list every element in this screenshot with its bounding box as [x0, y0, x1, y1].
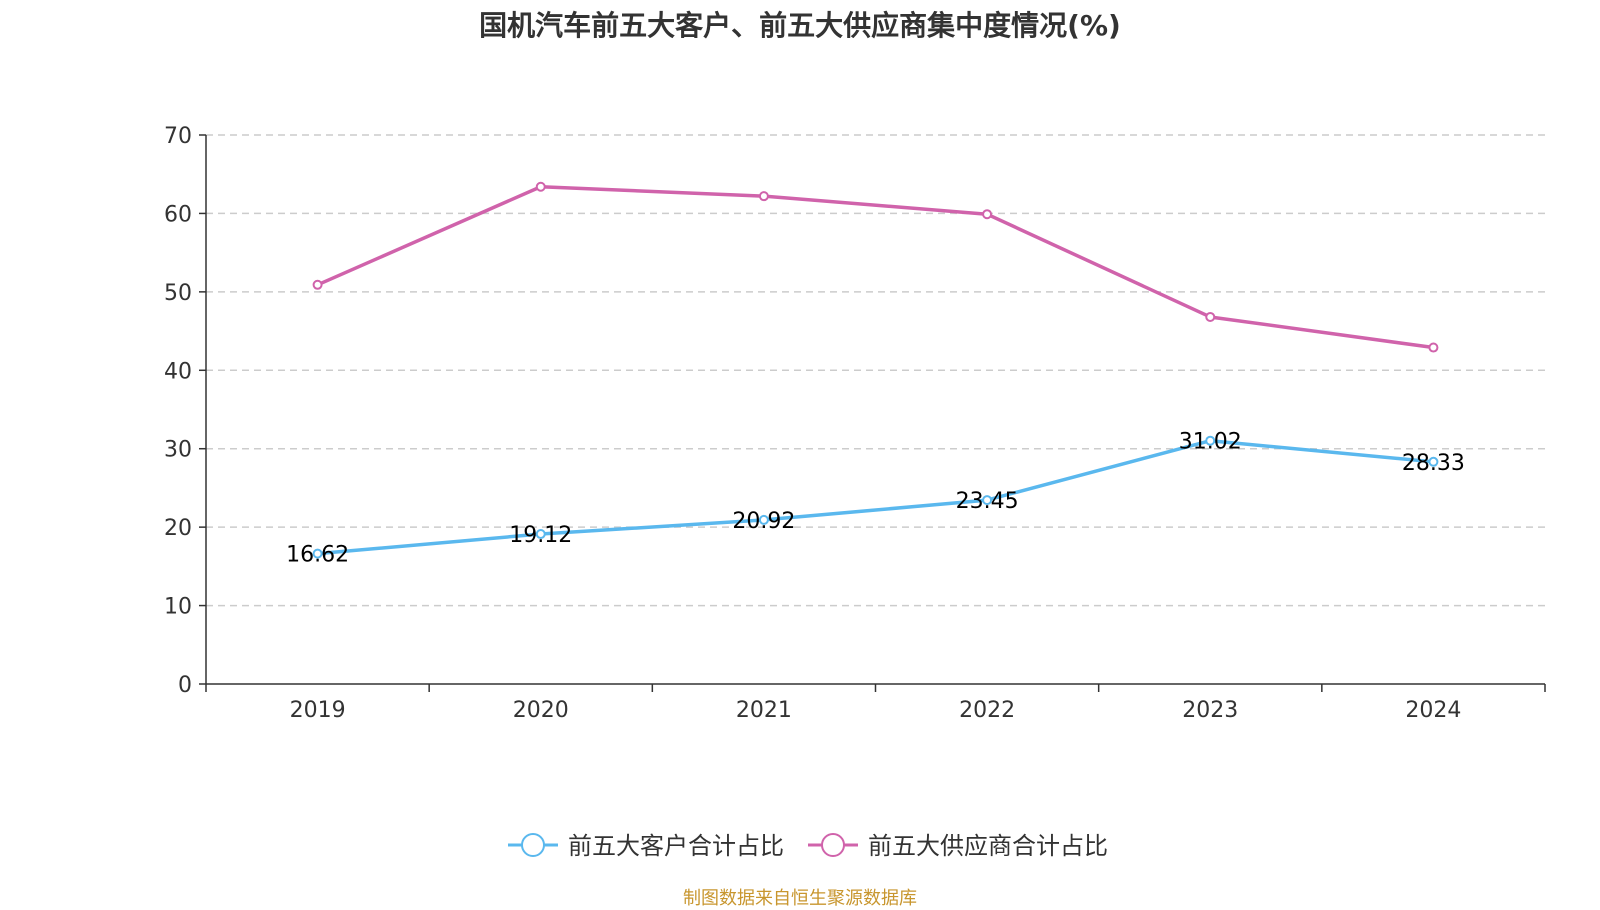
y-tick-label: 20 — [164, 516, 192, 541]
y-tick-label: 0 — [178, 673, 192, 698]
data-point — [758, 191, 769, 202]
data-label: 19.12 — [509, 523, 572, 548]
data-point — [312, 548, 323, 559]
data-point — [535, 529, 546, 540]
data-label: 31.02 — [1179, 430, 1242, 455]
data-point — [312, 279, 323, 290]
data-point — [1428, 342, 1439, 353]
axes: 0 10 20 30 40 50 60 70 2019 2020 2021 2022 2023 2024 — [164, 124, 1546, 723]
legend-label: 前五大供应商合计占比 — [868, 832, 1108, 860]
legend-item-1[interactable]: 前五大供应商合计占比 — [808, 832, 1108, 860]
data-point — [1205, 311, 1216, 322]
legend-marker-icon — [821, 833, 845, 857]
x-tick-label: 2020 — [513, 698, 569, 723]
y-tick-label: 30 — [164, 438, 192, 463]
series-line-1 — [316, 185, 1434, 350]
legend-item-0[interactable]: 前五大客户合计占比 — [508, 832, 784, 860]
data-labels: 16.62 19.12 20.92 23.45 31.02 28.33 — [286, 430, 1465, 568]
x-tick-label: 2024 — [1405, 698, 1461, 723]
legend-label: 前五大客户合计占比 — [568, 832, 784, 860]
data-point — [535, 181, 546, 192]
data-point — [982, 209, 993, 220]
x-tick-label: 2021 — [736, 698, 792, 723]
data-label: 16.62 — [286, 543, 349, 568]
data-point — [1428, 456, 1439, 467]
legend: 前五大客户合计占比 前五大供应商合计占比 — [508, 832, 1108, 860]
data-label: 23.45 — [956, 489, 1019, 514]
x-tick-label: 2019 — [290, 698, 346, 723]
data-point — [982, 495, 993, 506]
data-label: 20.92 — [732, 509, 795, 534]
series-lines — [312, 181, 1439, 559]
y-tick-label: 50 — [164, 281, 192, 306]
source-note: 制图数据来自恒生聚源数据库 — [683, 888, 917, 909]
data-point — [1205, 435, 1216, 446]
y-tick-label: 10 — [164, 595, 192, 620]
chart-title: 国机汽车前五大客户、前五大供应商集中度情况(%) — [479, 9, 1121, 42]
y-tick-label: 70 — [164, 124, 192, 149]
x-tick-label: 2023 — [1182, 698, 1238, 723]
data-point — [758, 514, 769, 525]
data-label: 28.33 — [1402, 451, 1465, 476]
y-tick-label: 60 — [164, 202, 192, 227]
series-line-0 — [317, 438, 1434, 556]
y-tick-label: 40 — [164, 359, 192, 384]
legend-marker-icon — [521, 833, 545, 857]
x-tick-label: 2022 — [959, 698, 1015, 723]
